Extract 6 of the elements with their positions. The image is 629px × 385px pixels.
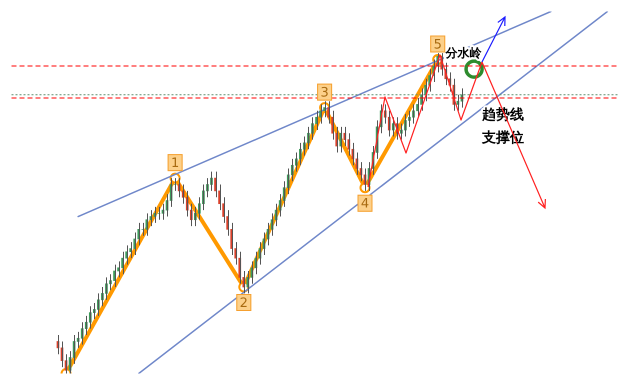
annotation: 1	[170, 156, 180, 171]
annotation: 4	[360, 196, 370, 212]
annotation: 5	[434, 37, 442, 52]
annotation: 3	[320, 85, 329, 100]
point	[464, 59, 484, 79]
annotation: 2	[240, 296, 248, 311]
